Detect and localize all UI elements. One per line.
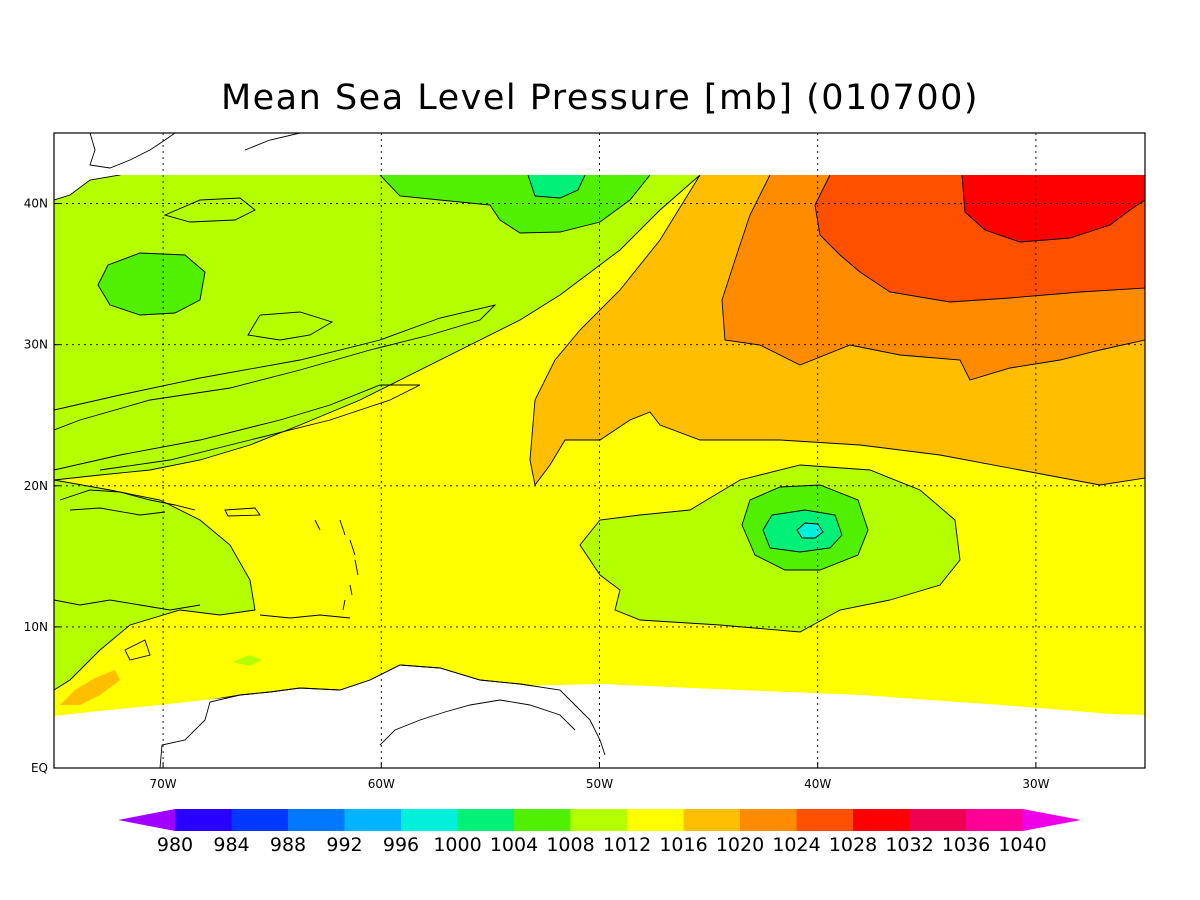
colorbar-swatch: [683, 809, 741, 831]
band-1008-1012-caribbean: [54, 480, 255, 690]
colorbar-level-label: 988: [270, 834, 306, 856]
no-data-bottom: [54, 684, 1145, 768]
colorbar-level-label: 1004: [490, 834, 538, 856]
colorbar-level-label: 1024: [772, 834, 820, 856]
band-1004-1008-west-low: [98, 253, 205, 315]
band-1016-1020-sw: [60, 670, 120, 705]
band-1004-1008-north: [380, 175, 650, 233]
colorbar-level-label: 1016: [659, 834, 707, 856]
colorbar-level-label: 1008: [546, 834, 594, 856]
lon-tick-label: 30W: [1022, 777, 1049, 791]
south-america-outline: [159, 664, 606, 768]
lon-tick-label: 60W: [368, 777, 395, 791]
colorbar-swatch: [570, 809, 628, 831]
colorbar-level-label: 1028: [829, 834, 877, 856]
colorbar-swatch: [288, 809, 345, 831]
lat-tick-label: EQ: [31, 761, 48, 775]
colorbar-swatch: [175, 809, 232, 831]
north-america-outline: [89, 133, 301, 169]
band-1028-1032: [962, 175, 1145, 242]
colorbar-level-label: 1032: [885, 834, 933, 856]
colorbar-level-label: 996: [383, 834, 419, 856]
lon-tick-label: 70W: [150, 777, 177, 791]
colorbar-level-label: 992: [326, 834, 362, 856]
colorbar-level-label: 1040: [998, 834, 1046, 856]
lon-tick-label: 40W: [804, 777, 831, 791]
colorbar-under-arrow: [118, 809, 175, 831]
band-1008-1012-venezuela: [232, 655, 262, 666]
colorbar-swatch: [401, 809, 458, 831]
colorbar-level-label: 1012: [603, 834, 651, 856]
colorbar-swatch: [457, 809, 515, 831]
colorbar-level-label: 980: [157, 834, 193, 856]
grid-lines: [54, 133, 1145, 768]
band-1008-1012-west: [54, 175, 700, 480]
colorbar-swatch: [231, 809, 289, 831]
isobar-lines: [54, 174, 1145, 691]
lat-tick-label: 10N: [24, 620, 48, 634]
band-1000-1004-north: [528, 175, 585, 198]
map-title: Mean Sea Level Pressure [mb] (010700): [220, 78, 980, 118]
colorbar-swatch: [909, 809, 967, 831]
colorbar-swatch: [796, 809, 854, 831]
colorbar-level-label: 1036: [942, 834, 990, 856]
band-996-1000-storm: [797, 523, 823, 538]
lat-tick-label: 40N: [24, 197, 48, 211]
colorbar-swatch: [344, 809, 402, 831]
pressure-field: [54, 133, 1145, 768]
lat-tick-label: 20N: [24, 479, 48, 493]
colorbar-level-label: 1020: [716, 834, 764, 856]
lat-tick-labels: EQ 10N 20N 30N 40N: [24, 197, 60, 775]
lon-tick-labels: 70W 60W 50W 40W 30W: [150, 762, 1050, 791]
colorbar-swatch: [627, 809, 684, 831]
lon-tick-label: 50W: [586, 777, 613, 791]
colorbar-swatch: [853, 809, 910, 831]
colorbar-level-label: 1000: [433, 834, 481, 856]
lat-tick-label: 30N: [24, 338, 48, 352]
colorbar-swatch: [740, 809, 797, 831]
colorbar-swatch: [514, 809, 571, 831]
colorbar-swatch: [966, 809, 1023, 831]
guiana-outline: [379, 699, 576, 746]
colorbar: 980 984 988 992 996 1000 1004 1008 1012 1016 1020 1…: [118, 809, 1081, 856]
colorbar-over-arrow: [1022, 809, 1081, 831]
colorbar-level-label: 984: [213, 834, 249, 856]
